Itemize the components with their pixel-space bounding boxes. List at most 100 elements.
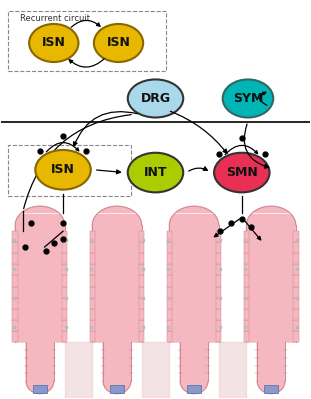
Bar — [293, 265, 299, 275]
Bar — [167, 275, 172, 286]
Bar — [12, 309, 18, 320]
Bar — [244, 253, 249, 265]
Bar — [12, 231, 18, 242]
Bar — [12, 242, 18, 253]
Bar — [216, 253, 221, 265]
Polygon shape — [92, 206, 142, 342]
Polygon shape — [142, 342, 169, 398]
Bar — [12, 265, 18, 275]
Bar — [244, 320, 249, 331]
Bar — [139, 253, 144, 265]
Bar — [167, 231, 172, 242]
Bar — [90, 298, 95, 309]
Bar — [167, 298, 172, 309]
Bar — [90, 242, 95, 253]
FancyBboxPatch shape — [264, 385, 278, 393]
Text: Recurrent circuit: Recurrent circuit — [20, 14, 90, 24]
Bar — [62, 265, 67, 275]
Bar — [293, 298, 299, 309]
Bar — [167, 286, 172, 298]
Bar — [139, 309, 144, 320]
Bar — [139, 231, 144, 242]
Bar — [90, 286, 95, 298]
Bar — [244, 331, 249, 342]
Bar — [293, 320, 299, 331]
Bar — [12, 331, 18, 342]
Polygon shape — [257, 342, 285, 394]
Bar — [293, 309, 299, 320]
Bar — [244, 309, 249, 320]
Bar — [293, 286, 299, 298]
Bar — [62, 242, 67, 253]
Bar — [293, 331, 299, 342]
Bar — [62, 320, 67, 331]
Bar — [293, 275, 299, 286]
Ellipse shape — [128, 79, 183, 117]
Bar — [90, 275, 95, 286]
Bar — [139, 331, 144, 342]
Bar — [167, 331, 172, 342]
Ellipse shape — [223, 79, 273, 117]
Bar — [167, 265, 172, 275]
Bar — [244, 242, 249, 253]
Bar — [293, 242, 299, 253]
Bar — [62, 298, 67, 309]
Bar — [167, 253, 172, 265]
Bar — [244, 286, 249, 298]
Polygon shape — [65, 342, 92, 398]
Polygon shape — [26, 342, 54, 394]
Text: ISN: ISN — [42, 36, 66, 49]
Text: SYM: SYM — [233, 92, 263, 105]
Bar — [90, 253, 95, 265]
Bar — [216, 231, 221, 242]
Bar — [90, 265, 95, 275]
Bar — [167, 320, 172, 331]
FancyBboxPatch shape — [187, 385, 201, 393]
Bar — [216, 286, 221, 298]
Polygon shape — [246, 206, 296, 342]
Bar — [62, 309, 67, 320]
Bar — [12, 275, 18, 286]
Text: INT: INT — [144, 166, 167, 179]
Text: ISN: ISN — [51, 163, 75, 176]
Polygon shape — [169, 206, 219, 342]
Bar — [244, 265, 249, 275]
Bar — [216, 298, 221, 309]
Ellipse shape — [128, 153, 183, 192]
Bar — [216, 331, 221, 342]
Bar — [139, 275, 144, 286]
Bar — [244, 275, 249, 286]
Bar — [62, 286, 67, 298]
Ellipse shape — [214, 153, 270, 192]
Bar — [62, 253, 67, 265]
Bar — [90, 320, 95, 331]
Text: SMN: SMN — [226, 166, 258, 179]
Bar — [216, 275, 221, 286]
Bar — [139, 286, 144, 298]
Bar — [216, 320, 221, 331]
Bar — [90, 231, 95, 242]
Bar — [293, 253, 299, 265]
Bar — [216, 309, 221, 320]
Text: DRG: DRG — [141, 92, 170, 105]
Bar — [12, 286, 18, 298]
Bar — [12, 298, 18, 309]
Bar — [216, 265, 221, 275]
Bar — [139, 242, 144, 253]
Bar — [62, 331, 67, 342]
Bar — [167, 309, 172, 320]
Bar — [62, 231, 67, 242]
Ellipse shape — [94, 24, 143, 62]
Bar — [12, 253, 18, 265]
Bar — [139, 298, 144, 309]
Ellipse shape — [35, 150, 91, 190]
Bar — [244, 231, 249, 242]
Bar — [90, 331, 95, 342]
Bar — [62, 275, 67, 286]
Bar — [293, 231, 299, 242]
Polygon shape — [180, 342, 208, 394]
Bar — [167, 242, 172, 253]
Bar — [139, 320, 144, 331]
Polygon shape — [103, 342, 131, 394]
FancyBboxPatch shape — [110, 385, 124, 393]
